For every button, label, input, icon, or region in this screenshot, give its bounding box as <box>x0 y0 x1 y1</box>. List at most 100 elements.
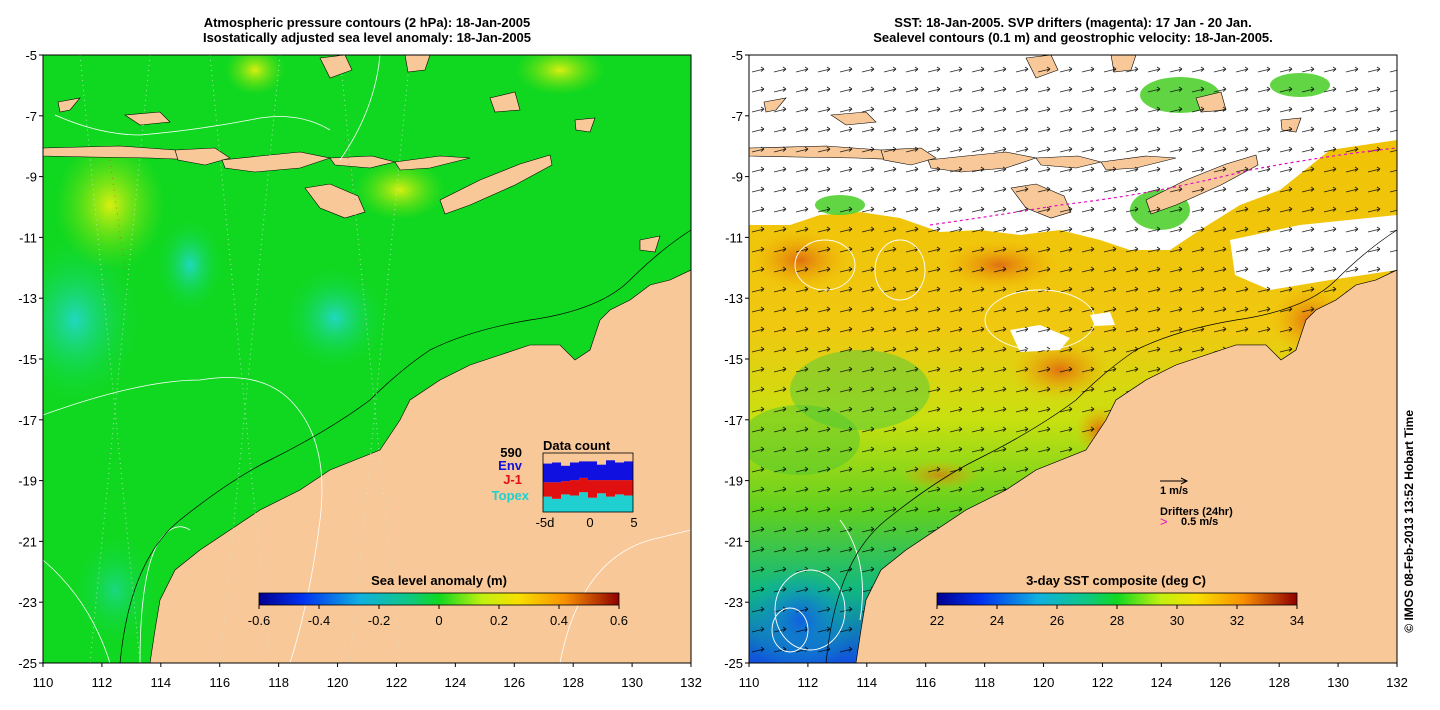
lon-tick-label: 110 <box>739 675 760 690</box>
data-count-bar-topex <box>606 496 615 512</box>
colorbar-tick-label: -0.6 <box>248 613 270 628</box>
data-count-bar-topex <box>624 495 633 512</box>
right-title-line2: Sealevel contours (0.1 m) and geostrophi… <box>873 30 1273 45</box>
colorbar-tick-label: 22 <box>930 613 944 628</box>
lon-tick-label: 132 <box>680 675 702 690</box>
sla-anomaly-high-timor <box>355 160 445 220</box>
sla-colorbar-ticks: -0.6 -0.4 -0.2 0 0.2 0.4 0.6 <box>248 605 628 628</box>
lon-tick-label: 112 <box>798 675 819 690</box>
lon-tick-label: 124 <box>445 675 467 690</box>
lon-tick-label: 112 <box>92 675 113 690</box>
lon-tick-label: 110 <box>33 675 54 690</box>
data-count-bar-env <box>588 461 597 481</box>
svp-drifter-track <box>929 147 1397 226</box>
satellite-tracks <box>79 55 411 663</box>
legend-j1: J-1 <box>503 472 522 487</box>
lat-tick-label: -23 <box>724 595 743 610</box>
data-count-bar-j1 <box>552 482 561 499</box>
data-count-bar-topex <box>615 494 624 512</box>
sla-anomaly-low-south <box>70 530 160 650</box>
lat-tick-label: -19 <box>18 474 37 489</box>
lon-tick-label: 130 <box>1327 675 1349 690</box>
velocity-scale-arrowhead <box>1180 477 1189 485</box>
lon-tick-label: 122 <box>386 675 408 690</box>
lon-tick-label: 120 <box>327 675 349 690</box>
colorbar-tick-label: 28 <box>1110 613 1124 628</box>
data-count-bar-topex <box>597 493 606 512</box>
lon-tick-label: 118 <box>268 675 289 690</box>
count-tick-5: 5 <box>630 515 637 530</box>
left-map <box>43 55 691 663</box>
lon-tick-label: 114 <box>856 675 877 690</box>
lon-tick-label: 128 <box>1268 675 1290 690</box>
right-map <box>749 55 1397 663</box>
left-lat-axis: -5 -7 -9 -11 -13 -15 -17 -19 -21 -23 -25 <box>18 48 43 671</box>
lon-tick-label: 120 <box>1033 675 1055 690</box>
lat-tick-label: -5 <box>731 48 743 63</box>
data-count-bar-topex <box>543 496 552 512</box>
sla-colorbar: Sea level anomaly (m) -0.6 -0.4 -0.2 0 0.2 0.… <box>248 573 628 628</box>
sst-colorbar-ramp <box>936 592 1298 606</box>
sla-anomaly-low-central <box>280 263 390 373</box>
lat-tick-label: -9 <box>731 170 743 185</box>
drifter-scale-label: 0.5 m/s <box>1181 516 1218 528</box>
lon-tick-label: 116 <box>915 675 936 690</box>
data-count-bar-env <box>615 462 624 481</box>
data-count-bar-j1 <box>570 480 579 496</box>
lat-tick-label: -25 <box>18 656 37 671</box>
data-count-bar-j1 <box>606 480 615 497</box>
right-lat-axis: -5 -7 -9 -11 -13 -15 -17 -19 -21 -23 -25 <box>724 48 749 671</box>
sla-anomaly-low-west <box>43 230 145 410</box>
colorbar-tick-label: 0 <box>435 613 442 628</box>
lat-tick-label: -13 <box>18 291 37 306</box>
lat-tick-label: -11 <box>19 230 37 245</box>
colorbar-tick-label: 34 <box>1290 613 1304 628</box>
left-australia <box>149 269 691 663</box>
legend-topex: Topex <box>492 488 530 503</box>
lat-tick-label: -21 <box>18 534 37 549</box>
lat-tick-label: -23 <box>18 595 37 610</box>
left-title-line2: Isostatically adjusted sea level anomaly… <box>202 30 532 45</box>
lon-tick-label: 130 <box>621 675 643 690</box>
lat-tick-label: -7 <box>731 109 743 124</box>
lat-tick-label: -17 <box>18 413 37 428</box>
data-count-bar-j1 <box>597 480 606 494</box>
colorbar-tick-label: 32 <box>1230 613 1244 628</box>
data-count-bar-topex <box>561 494 570 512</box>
lat-tick-label: -19 <box>724 474 743 489</box>
data-count-bar-env <box>579 461 588 478</box>
left-islands <box>43 55 661 253</box>
sst-colorbar-label: 3-day SST composite (deg C) <box>1026 573 1206 588</box>
count-tick-0: 0 <box>586 515 593 530</box>
data-count-bar-topex <box>579 492 588 512</box>
colorbar-tick-label: 0.4 <box>550 613 568 628</box>
left-shelf-contour <box>119 229 691 663</box>
right-lon-axis: 110 112 114 116 118 120 122 124 126 128 130 132 <box>739 663 1408 690</box>
data-count-bar-j1 <box>615 480 624 495</box>
data-count-bar-topex <box>552 498 561 512</box>
lon-tick-label: 118 <box>974 675 995 690</box>
sla-anomaly-low-mid <box>155 215 225 315</box>
lat-tick-label: -21 <box>724 534 743 549</box>
data-count-title: Data count <box>543 438 611 453</box>
right-map-title: SST: 18-Jan-2005. SVP drifters (magenta)… <box>749 15 1397 45</box>
lon-tick-label: 132 <box>1386 675 1408 690</box>
data-count-bar-env <box>570 462 579 481</box>
lat-tick-label: -15 <box>18 352 37 367</box>
left-title-line1: Atmospheric pressure contours (2 hPa): 1… <box>203 15 531 30</box>
colorbar-tick-label: 0.6 <box>610 613 628 628</box>
left-map-title: Atmospheric pressure contours (2 hPa): 1… <box>43 15 691 45</box>
legend-env: Env <box>498 458 523 473</box>
colorbar-tick-label: 26 <box>1050 613 1064 628</box>
count-tick-neg5: -5d <box>536 515 555 530</box>
right-shelf-contour <box>825 229 1397 663</box>
sst-colorbar-ticks: 22 24 26 28 30 32 34 <box>930 605 1304 628</box>
left-lon-axis: 110 112 114 116 118 120 122 124 126 128 130 132 <box>33 663 702 690</box>
drifter-symbol: > <box>1160 514 1168 529</box>
right-title-line1: SST: 18-Jan-2005. SVP drifters (magenta)… <box>894 15 1252 30</box>
lat-tick-label: -5 <box>25 48 37 63</box>
lat-tick-label: -25 <box>724 656 743 671</box>
sla-anomaly-high-north <box>55 140 165 270</box>
data-count-bar-env <box>561 465 570 482</box>
